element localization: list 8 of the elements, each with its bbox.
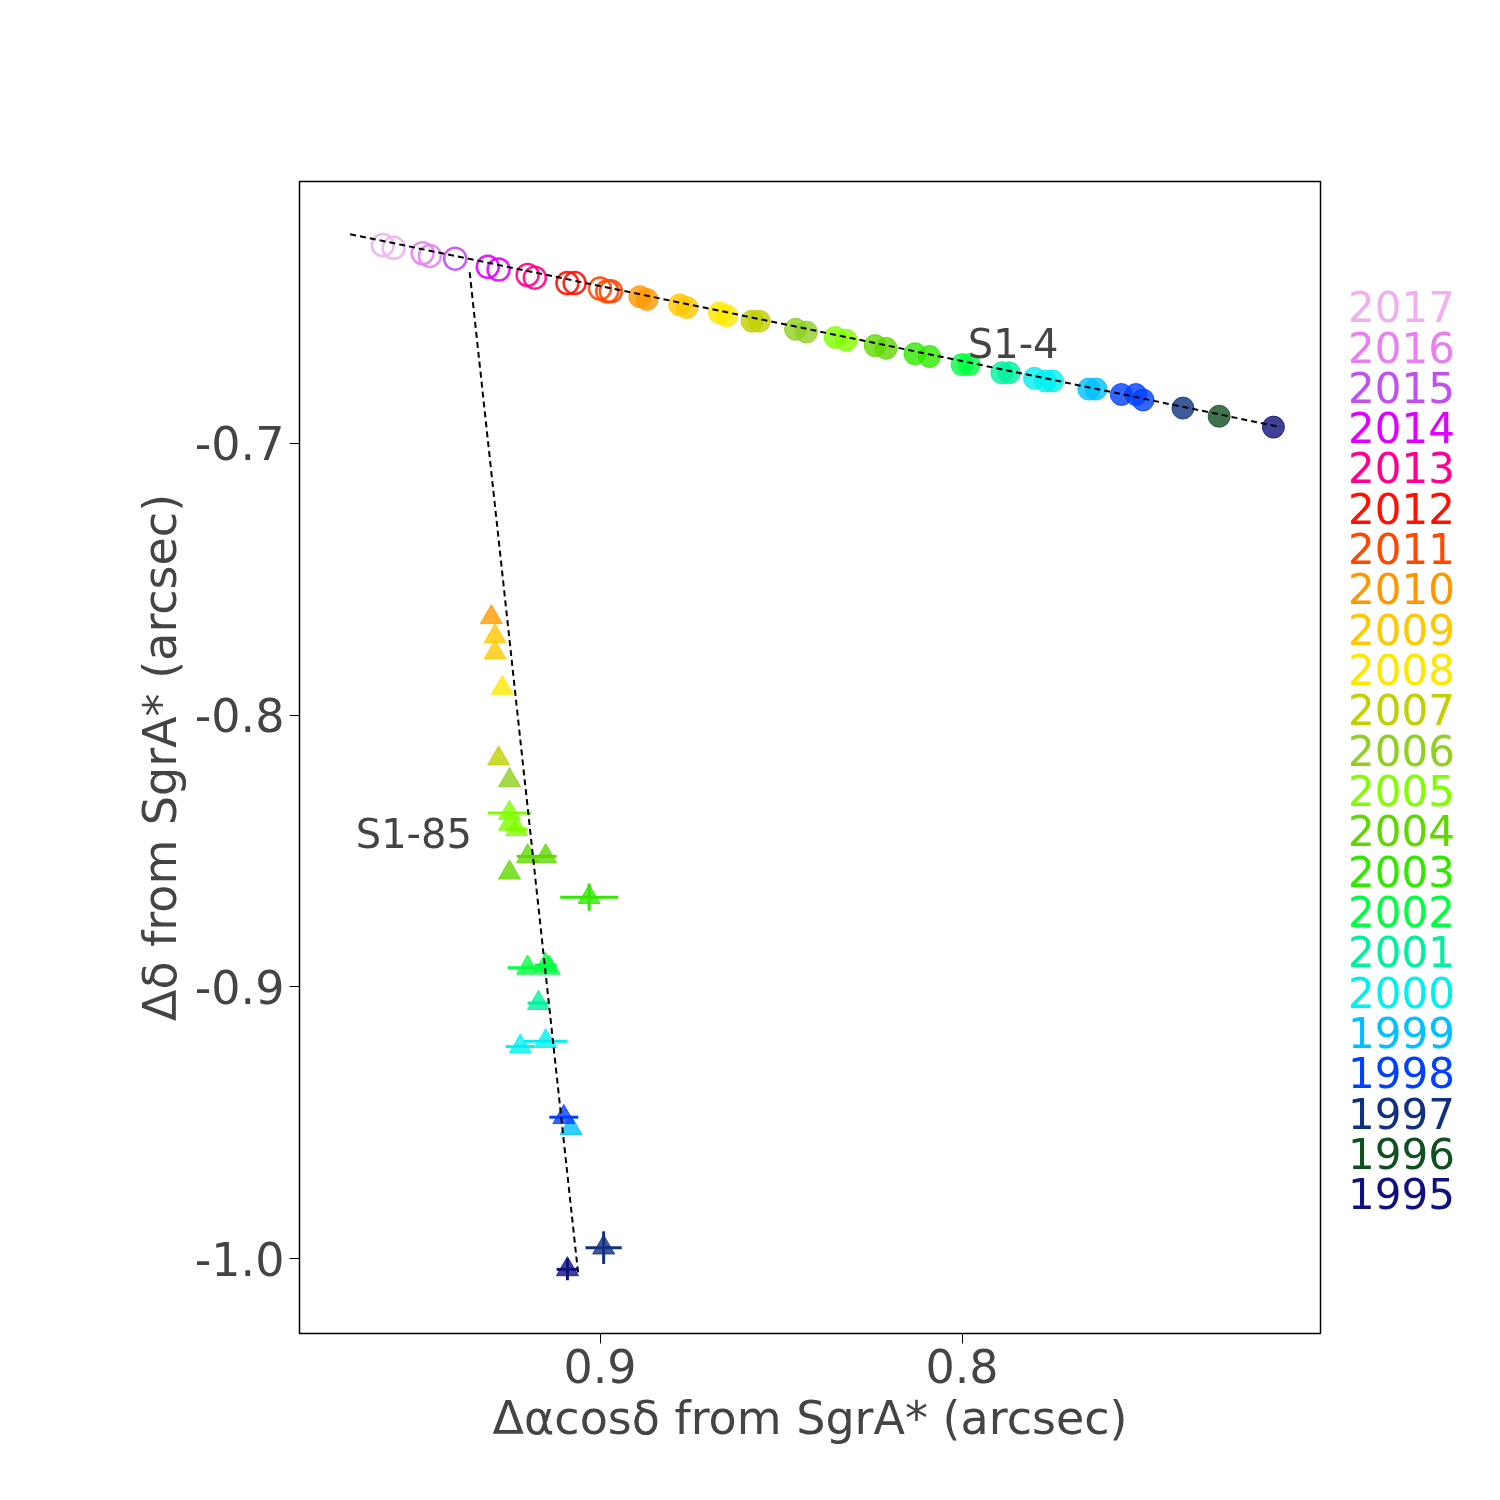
- y-tick-label: -0.9: [194, 960, 285, 1015]
- annotation: S1-85: [355, 810, 472, 857]
- y-tick-label: -0.7: [194, 417, 285, 472]
- text: 1995: [1348, 1170, 1455, 1220]
- y-tick-label: -0.8: [194, 689, 285, 744]
- y-axis-title: Δδ from SgrA* (arcsec): [132, 493, 187, 1022]
- annotation: S1-4: [967, 320, 1059, 367]
- y-tick-label: -1.0: [194, 1232, 285, 1287]
